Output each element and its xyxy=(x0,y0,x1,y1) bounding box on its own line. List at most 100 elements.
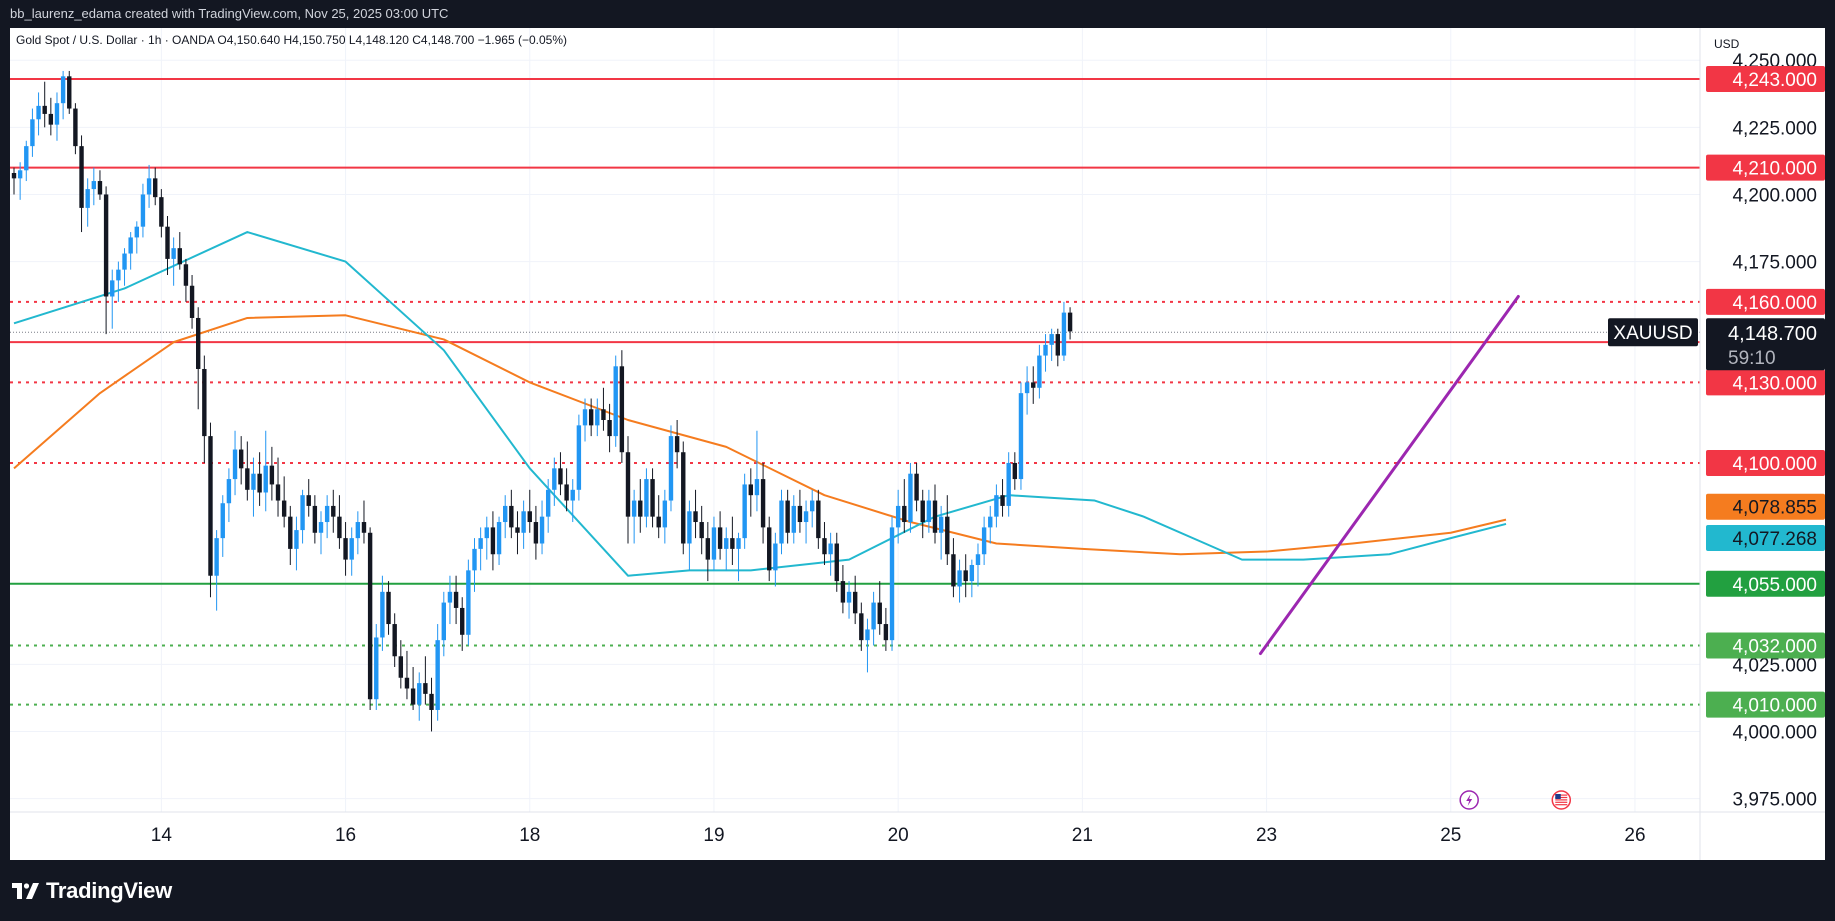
candle[interactable] xyxy=(748,468,753,517)
candle[interactable] xyxy=(226,468,232,523)
candle[interactable] xyxy=(1000,479,1005,517)
candle[interactable] xyxy=(460,597,465,651)
candle[interactable] xyxy=(208,422,213,598)
level-badge[interactable]: 4,032.000 xyxy=(1706,632,1825,659)
candle[interactable] xyxy=(441,591,446,657)
candle[interactable] xyxy=(189,275,195,329)
candle[interactable] xyxy=(914,462,919,512)
candle[interactable] xyxy=(558,452,563,496)
candle[interactable] xyxy=(515,511,520,555)
candle[interactable] xyxy=(681,441,686,555)
candle[interactable] xyxy=(1043,334,1048,372)
candle[interactable] xyxy=(908,462,913,533)
candle[interactable] xyxy=(128,232,133,270)
candle[interactable] xyxy=(871,591,876,646)
candle[interactable] xyxy=(644,468,649,528)
candle[interactable] xyxy=(263,430,268,512)
candle[interactable] xyxy=(490,511,496,571)
candle[interactable] xyxy=(134,221,139,254)
candle[interactable] xyxy=(552,457,557,506)
candle[interactable] xyxy=(840,564,846,614)
candle[interactable] xyxy=(926,489,932,533)
candle[interactable] xyxy=(165,215,170,276)
candle[interactable] xyxy=(349,527,354,576)
trendline[interactable] xyxy=(1258,294,1520,656)
candle[interactable] xyxy=(957,559,962,603)
candle[interactable] xyxy=(754,430,760,512)
candle[interactable] xyxy=(183,258,189,302)
candle[interactable] xyxy=(852,575,858,625)
candle[interactable] xyxy=(331,489,336,533)
candle[interactable] xyxy=(945,495,950,565)
candle[interactable] xyxy=(257,452,262,506)
candle[interactable] xyxy=(453,575,459,625)
candle[interactable] xyxy=(705,522,711,582)
candle[interactable] xyxy=(423,656,428,705)
candle[interactable] xyxy=(638,479,643,533)
candle[interactable] xyxy=(386,581,391,635)
candle[interactable] xyxy=(232,430,238,496)
candle[interactable] xyxy=(122,248,127,286)
candle[interactable] xyxy=(337,495,342,549)
candle[interactable] xyxy=(527,489,532,533)
level-badge[interactable]: 4,100.000 xyxy=(1706,449,1825,476)
candle[interactable] xyxy=(699,505,704,555)
candle[interactable] xyxy=(220,495,225,557)
candle[interactable] xyxy=(760,462,766,544)
candle[interactable] xyxy=(969,559,975,598)
level-badge[interactable]: 4,055.000 xyxy=(1706,570,1825,597)
candle[interactable] xyxy=(791,495,796,544)
candle[interactable] xyxy=(343,522,348,576)
candle[interactable] xyxy=(245,441,250,501)
lightning-event-icon[interactable] xyxy=(1459,790,1479,810)
candle[interactable] xyxy=(889,516,895,651)
level-badge[interactable]: 4,243.000 xyxy=(1706,66,1825,93)
candle[interactable] xyxy=(539,500,545,555)
candle[interactable] xyxy=(521,500,526,549)
candle[interactable] xyxy=(251,457,256,517)
candle[interactable] xyxy=(67,70,72,114)
candle[interactable] xyxy=(398,640,404,689)
candle[interactable] xyxy=(951,538,956,598)
candle[interactable] xyxy=(275,457,281,517)
candle[interactable] xyxy=(472,538,477,592)
candle[interactable] xyxy=(932,484,938,544)
candle[interactable] xyxy=(1006,452,1011,517)
candle[interactable] xyxy=(1018,382,1024,490)
candle[interactable] xyxy=(159,189,164,238)
candle[interactable] xyxy=(238,436,244,485)
candle[interactable] xyxy=(846,581,852,619)
candle[interactable] xyxy=(196,307,201,410)
candle[interactable] xyxy=(380,575,385,651)
candle[interactable] xyxy=(859,602,864,651)
candle[interactable] xyxy=(484,516,489,560)
candle[interactable] xyxy=(895,489,901,544)
candle[interactable] xyxy=(36,92,41,136)
candle[interactable] xyxy=(625,436,631,544)
candle[interactable] xyxy=(803,500,809,544)
candle[interactable] xyxy=(588,398,594,437)
candle[interactable] xyxy=(938,505,944,560)
candle[interactable] xyxy=(773,532,778,587)
candle[interactable] xyxy=(318,511,324,555)
plot-area[interactable] xyxy=(10,28,1700,812)
candle[interactable] xyxy=(576,414,582,501)
symbol-tag[interactable]: XAUUSD xyxy=(1608,318,1698,347)
candle[interactable] xyxy=(85,178,90,227)
candle[interactable] xyxy=(963,554,968,598)
candle[interactable] xyxy=(202,355,207,463)
candle[interactable] xyxy=(503,495,508,539)
candle[interactable] xyxy=(214,530,219,611)
candle[interactable] xyxy=(816,489,821,549)
candle[interactable] xyxy=(736,532,741,582)
candle[interactable] xyxy=(374,624,379,710)
candle[interactable] xyxy=(294,516,299,571)
candle[interactable] xyxy=(717,511,723,560)
candle[interactable] xyxy=(724,527,729,571)
candle[interactable] xyxy=(865,618,870,673)
candle[interactable] xyxy=(146,164,152,208)
candle[interactable] xyxy=(834,532,839,592)
candle[interactable] xyxy=(656,495,661,539)
candle[interactable] xyxy=(601,387,606,431)
